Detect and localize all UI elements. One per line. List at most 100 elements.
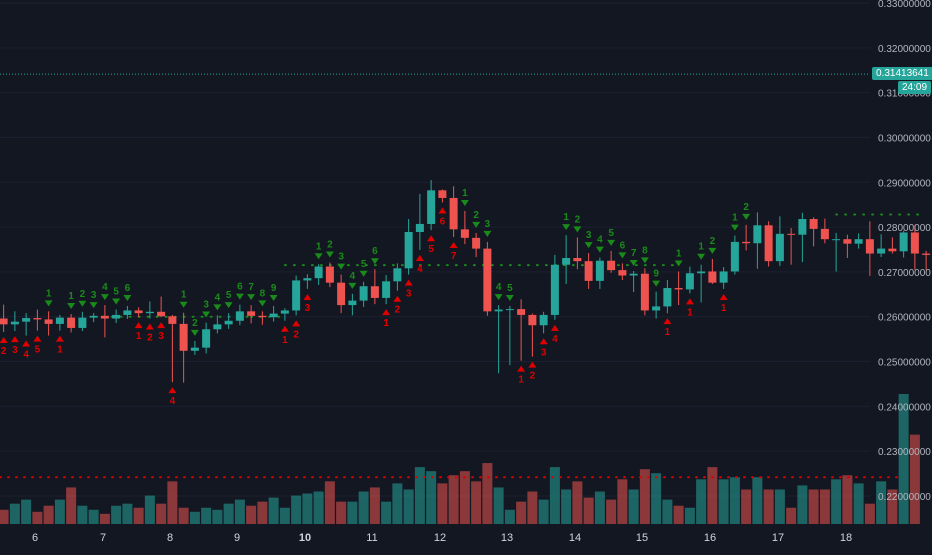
buy-signal-arrow <box>483 230 492 237</box>
candle-body <box>472 237 481 249</box>
sell-signal-arrow <box>404 279 413 286</box>
grid <box>0 2 870 497</box>
volume-bar <box>347 501 358 524</box>
volume-bar <box>66 487 77 524</box>
buy-signal-arrow <box>573 226 582 233</box>
y-tick-label: 0.30000000 <box>878 133 931 144</box>
buy-signal-arrow <box>460 199 469 206</box>
buy-signal-count: 5 <box>361 259 367 270</box>
buy-signal-count: 4 <box>597 235 603 246</box>
candle-body <box>505 309 514 311</box>
candles <box>0 180 931 383</box>
buy-signal-arrow <box>652 280 661 287</box>
buy-signal-count: 9 <box>271 283 277 294</box>
sell-signal-arrow <box>393 295 402 302</box>
sell-signal-count: 2 <box>293 329 299 340</box>
volume-bar <box>774 489 785 524</box>
sell-signal-arrow <box>303 293 312 300</box>
candle-body <box>483 248 492 312</box>
candle-body <box>798 219 807 235</box>
volume-bar <box>729 477 740 524</box>
volume-bar <box>606 499 617 524</box>
candle-body <box>202 329 211 348</box>
volume-bar <box>561 489 572 524</box>
buy-signal-arrow <box>123 294 132 301</box>
buy-signal-count: 1 <box>563 212 569 223</box>
volume-bar <box>797 485 808 524</box>
buy-signal-count: 5 <box>507 283 513 294</box>
x-axis: 6 7 8 9 10 11 12 13 14 15 16 17 18 <box>32 532 852 544</box>
sell-signal-count: 2 <box>147 333 153 344</box>
candle-body <box>292 280 301 311</box>
buy-signal-arrow <box>618 252 627 259</box>
buy-signal-arrow <box>348 282 357 289</box>
volume-bar <box>223 503 234 524</box>
buy-signal-count: 1 <box>316 241 322 252</box>
buy-signal-count: 2 <box>575 214 581 225</box>
buy-signal-arrow <box>629 260 638 267</box>
volume-bar <box>32 511 43 524</box>
candle-body <box>303 278 312 281</box>
sell-signal-arrow <box>382 309 391 316</box>
candle-body <box>22 318 31 322</box>
buy-signal-arrow <box>337 263 346 270</box>
volume-bar <box>909 434 920 524</box>
x-tick-label: 6 <box>32 532 38 544</box>
volume-bar <box>853 483 864 524</box>
volume-bar <box>0 509 9 524</box>
volume-bar <box>448 475 459 524</box>
candle-body <box>134 310 143 314</box>
buy-signal-count: 4 <box>496 282 502 293</box>
x-tick-label: 9 <box>234 532 240 544</box>
sell-signal-arrow <box>10 336 19 343</box>
volume-bar <box>842 475 853 524</box>
volume-bar <box>268 497 279 524</box>
sell-signal-arrow <box>292 320 301 327</box>
candle-body <box>922 253 931 255</box>
buy-signal-arrow <box>584 242 593 249</box>
buy-signal-count: 3 <box>91 290 97 301</box>
buy-signal-arrow <box>595 246 604 253</box>
buy-signal-arrow <box>258 300 267 307</box>
buy-signal-count: 2 <box>743 202 749 213</box>
candle-body <box>89 315 98 318</box>
sell-signal-arrow <box>157 322 166 329</box>
candle-body <box>157 311 166 317</box>
volume-bar <box>426 471 437 524</box>
sell-signal-arrow <box>168 387 177 394</box>
buy-signal-count: 4 <box>350 271 356 282</box>
candle-body <box>325 266 334 283</box>
buy-signal-arrow <box>472 221 481 228</box>
candle-body <box>775 233 784 262</box>
candle-body <box>359 286 368 301</box>
y-tick-label: 0.29000000 <box>878 178 931 189</box>
sell-signal-count: 4 <box>170 396 176 407</box>
buy-signal-count: 5 <box>608 228 614 239</box>
candle-body <box>112 314 121 319</box>
y-tick-label: 0.24000000 <box>878 402 931 413</box>
volume-bar <box>257 501 268 524</box>
sell-signal-arrow <box>663 318 672 325</box>
volume-bar <box>549 467 560 524</box>
volume-bar <box>99 513 110 524</box>
volume-bar <box>527 491 538 524</box>
candle-body <box>618 270 627 276</box>
buy-signal-count: 1 <box>68 291 74 302</box>
buy-signal-arrow <box>235 293 244 300</box>
sell-signal-count: 7 <box>451 251 457 262</box>
volume-bar <box>504 509 515 524</box>
buy-signal-arrow <box>269 294 278 301</box>
volume-bar <box>9 503 20 524</box>
volume-bar <box>808 489 819 524</box>
volume-bar <box>459 471 470 524</box>
volume-bar <box>696 479 707 524</box>
buy-signal-count: 4 <box>102 282 108 293</box>
buy-signal-arrow <box>370 258 379 265</box>
buy-signal-count: 1 <box>181 290 187 301</box>
volume-bar <box>516 501 527 524</box>
volume-bar <box>313 491 324 524</box>
candle-body <box>67 317 76 328</box>
candle-body <box>168 316 177 324</box>
